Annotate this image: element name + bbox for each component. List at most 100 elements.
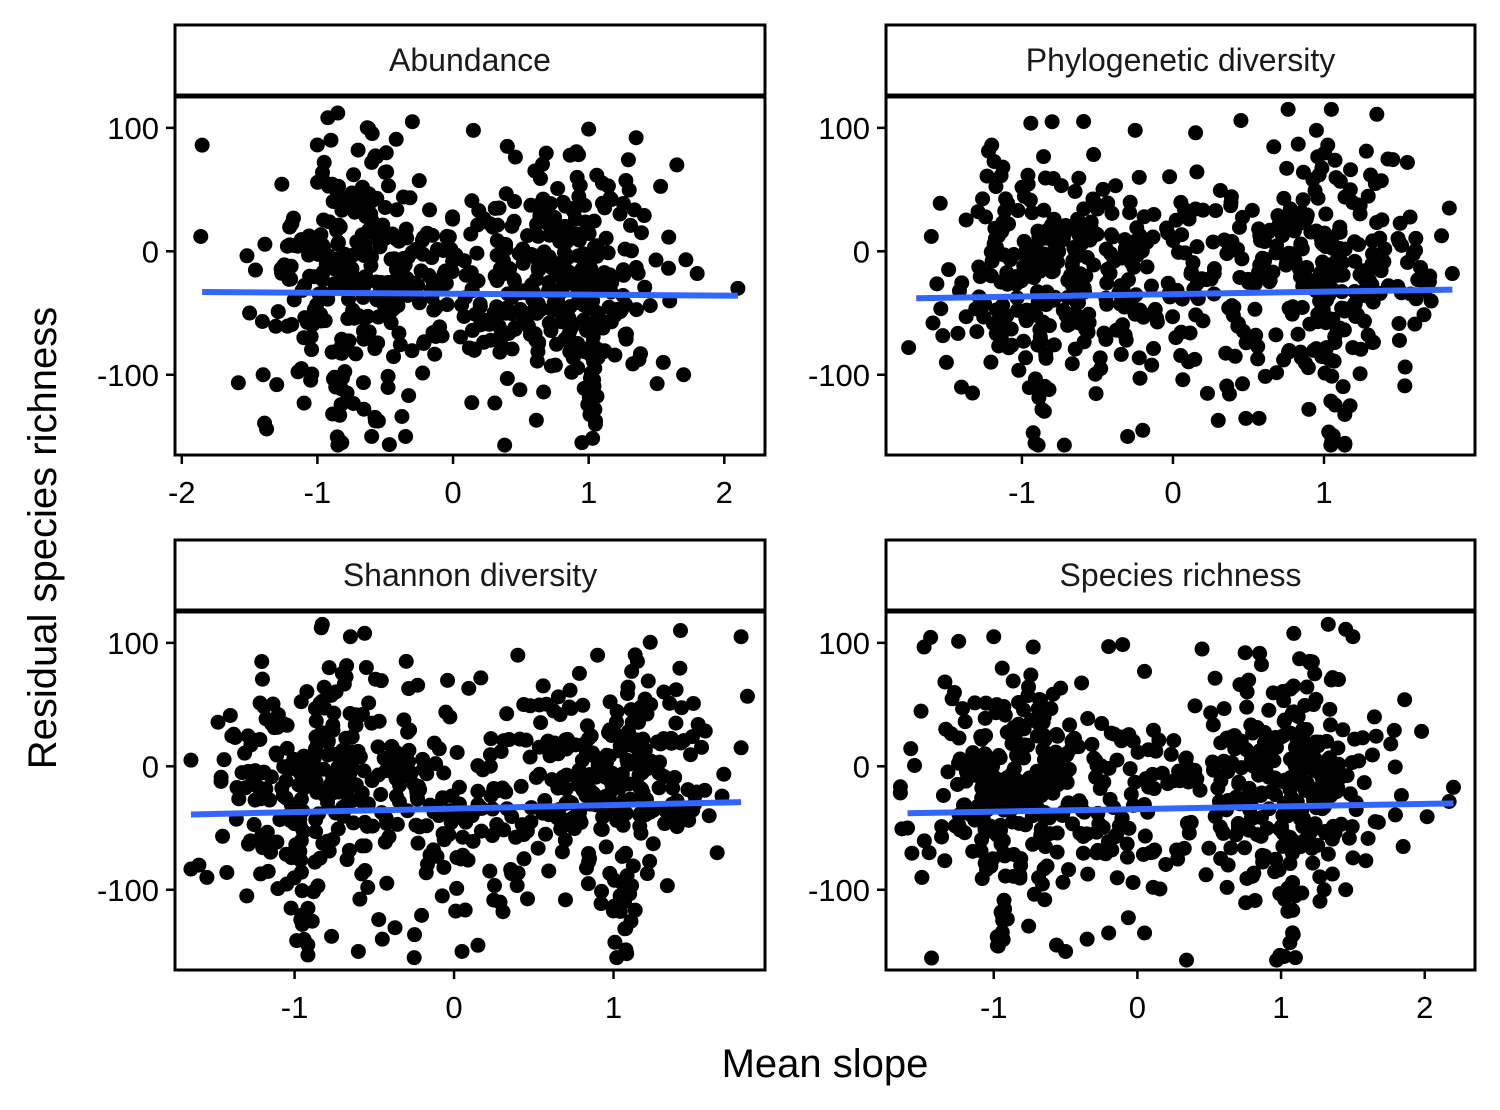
data-point <box>395 228 411 244</box>
data-point <box>1282 935 1298 951</box>
data-point <box>633 225 649 241</box>
data-point <box>360 879 376 895</box>
data-point <box>1013 857 1029 873</box>
data-point <box>1408 230 1424 246</box>
data-point <box>1320 616 1336 632</box>
data-point <box>1365 233 1381 249</box>
data-point <box>388 788 404 804</box>
data-point <box>1223 198 1239 214</box>
data-point <box>1408 242 1424 258</box>
data-point <box>1395 839 1411 855</box>
data-point <box>427 301 443 317</box>
data-point <box>1023 796 1039 812</box>
data-point <box>607 934 623 950</box>
data-point <box>1342 398 1358 414</box>
data-point <box>1392 215 1408 231</box>
data-point <box>494 780 510 796</box>
data-point <box>1050 757 1066 773</box>
data-point <box>499 300 515 316</box>
data-point <box>520 891 536 907</box>
data-point <box>967 695 983 711</box>
data-point <box>600 245 616 261</box>
data-point <box>1253 788 1269 804</box>
data-point <box>489 233 505 249</box>
data-point <box>602 694 618 710</box>
data-point <box>342 629 358 645</box>
data-point <box>495 904 511 920</box>
data-point <box>410 835 426 851</box>
data-point <box>282 237 298 253</box>
data-point <box>574 752 590 768</box>
data-point <box>564 315 580 331</box>
data-point <box>503 861 519 877</box>
data-point <box>1095 181 1111 197</box>
data-point <box>237 745 253 761</box>
data-point <box>373 274 389 290</box>
data-point <box>566 204 582 220</box>
data-point <box>436 859 452 875</box>
data-point <box>483 332 499 348</box>
data-point <box>998 191 1014 207</box>
data-point <box>1194 271 1210 287</box>
data-point <box>356 331 372 347</box>
data-point <box>1031 870 1047 886</box>
data-point <box>1278 257 1294 273</box>
data-point <box>561 249 577 265</box>
data-point <box>1183 814 1199 830</box>
data-point <box>669 819 685 835</box>
data-point <box>508 829 524 845</box>
data-point <box>1072 278 1088 294</box>
data-point <box>957 714 973 730</box>
data-point <box>1239 684 1255 700</box>
data-point <box>1086 147 1102 163</box>
data-point <box>581 121 597 137</box>
data-point <box>649 376 665 392</box>
data-point <box>258 781 274 797</box>
data-point <box>923 629 939 645</box>
data-point <box>639 866 655 882</box>
data-point <box>415 365 431 381</box>
data-point <box>1276 190 1292 206</box>
data-point <box>1400 254 1416 270</box>
data-point <box>923 228 939 244</box>
data-point <box>618 921 634 937</box>
data-point <box>535 191 551 207</box>
data-point <box>628 732 644 748</box>
data-point <box>284 317 300 333</box>
data-point <box>357 838 373 854</box>
data-point <box>1288 751 1304 767</box>
data-point <box>1397 692 1413 708</box>
data-point <box>687 788 703 804</box>
data-point <box>296 931 312 947</box>
data-point <box>293 694 309 710</box>
data-point <box>256 699 272 715</box>
data-point <box>934 819 950 835</box>
panel-title: Phylogenetic diversity <box>1026 42 1335 78</box>
data-point <box>709 845 725 861</box>
data-point <box>1201 840 1217 856</box>
data-point <box>900 820 916 836</box>
data-point <box>1258 758 1274 774</box>
data-point <box>1285 705 1301 721</box>
data-point <box>199 869 215 885</box>
data-point <box>1204 754 1220 770</box>
data-point <box>554 844 570 860</box>
data-point <box>620 679 636 695</box>
data-point <box>293 864 309 880</box>
data-point <box>1269 365 1285 381</box>
data-point <box>642 634 658 650</box>
data-point <box>263 769 279 785</box>
data-point <box>612 888 628 904</box>
data-point <box>1144 357 1160 373</box>
data-point <box>632 818 648 834</box>
data-point <box>1319 340 1335 356</box>
data-point <box>1066 730 1082 746</box>
data-point <box>1119 849 1135 865</box>
data-point <box>1422 268 1438 284</box>
data-point <box>499 371 515 387</box>
panel-strip <box>173 23 767 97</box>
data-point <box>1322 754 1338 770</box>
data-point <box>1016 750 1032 766</box>
data-point <box>661 260 677 276</box>
data-point <box>1210 412 1226 428</box>
